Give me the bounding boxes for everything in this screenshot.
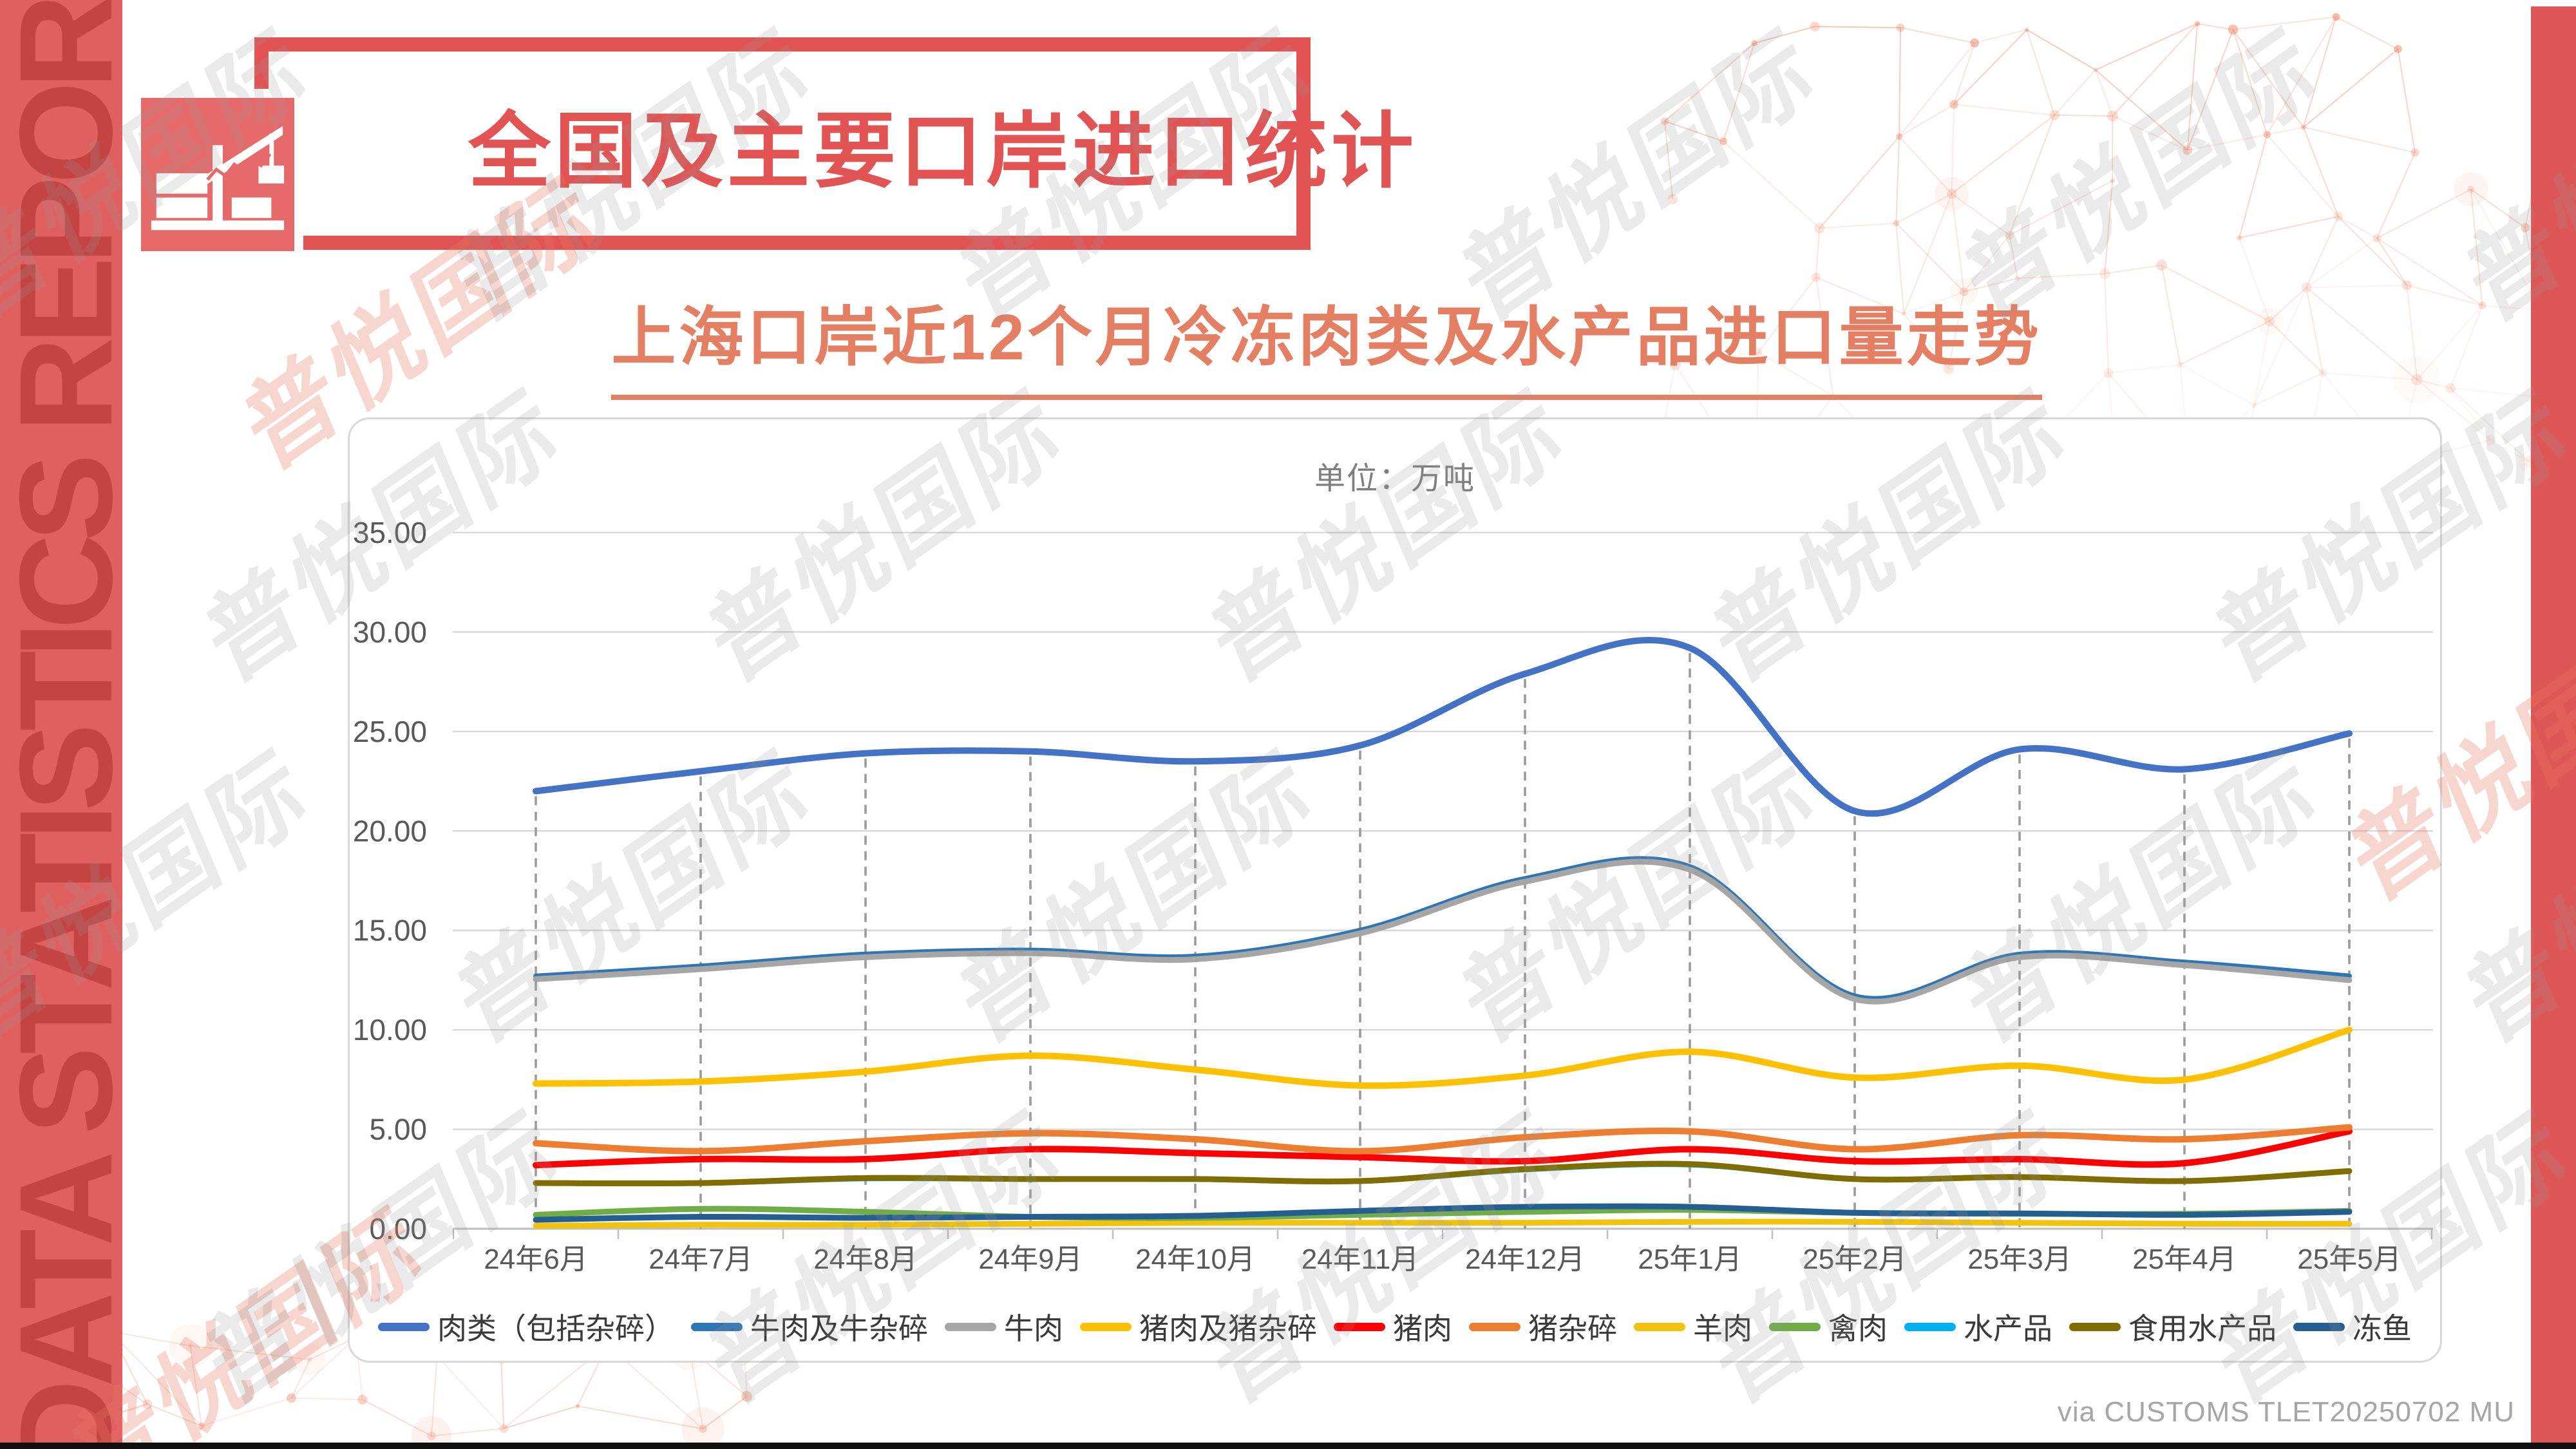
svg-text:0.00: 0.00 (369, 1212, 427, 1245)
svg-text:25.00: 25.00 (353, 715, 427, 748)
svg-text:24年10月: 24年10月 (1135, 1244, 1255, 1275)
legend-swatch (1334, 1322, 1385, 1331)
legend-item: 肉类（包括杂碎） (378, 1305, 674, 1348)
legend-swatch (945, 1322, 996, 1331)
legend-item: 牛肉及牛杂碎 (691, 1305, 928, 1348)
legend-item: 冻鱼 (2293, 1305, 2412, 1348)
legend-label: 肉类（包括杂碎） (437, 1312, 674, 1345)
legend-label: 冻鱼 (2353, 1312, 2412, 1345)
svg-text:24年6月: 24年6月 (484, 1244, 587, 1275)
svg-text:35.00: 35.00 (353, 516, 427, 549)
legend-swatch (1769, 1322, 1821, 1331)
svg-text:25年1月: 25年1月 (1638, 1244, 1741, 1275)
svg-text:30.00: 30.00 (353, 615, 427, 649)
legend-swatch (1634, 1322, 1685, 1331)
svg-text:25年3月: 25年3月 (1967, 1244, 2071, 1275)
svg-text:25年4月: 25年4月 (2132, 1244, 2236, 1275)
legend-label: 牛肉 (1004, 1312, 1063, 1345)
svg-text:24年9月: 24年9月 (978, 1244, 1082, 1275)
legend-swatch (2069, 1322, 2121, 1331)
series-羊肉 (533, 1218, 2353, 1229)
legend-label: 羊肉 (1693, 1312, 1752, 1345)
legend-label: 水产品 (1964, 1312, 2052, 1345)
legend-swatch (1080, 1322, 1132, 1331)
series-牛肉 (533, 858, 2353, 1005)
series-猪肉及猪杂碎 (533, 1027, 2353, 1089)
line-chart: 0.00 5.00 10.00 15.00 20.00 25.00 30.00 35.00 24… (353, 516, 2433, 1275)
legend-swatch (1469, 1322, 1520, 1331)
svg-text:15.00: 15.00 (353, 914, 427, 947)
svg-text:24年8月: 24年8月 (813, 1244, 917, 1275)
series-猪肉 (533, 1128, 2353, 1169)
section-title: 上海口岸近12个月冷冻肉类及水产品进口量走势 (611, 285, 2042, 400)
chart-panel: 单位：万吨 0.00 5.00 10.00 15.00 20.00 25.00 30.00 3… (348, 417, 2442, 1363)
legend-label: 猪肉 (1393, 1312, 1452, 1345)
svg-text:24年7月: 24年7月 (649, 1244, 752, 1275)
legend-item: 水产品 (1904, 1305, 2052, 1348)
legend-label: 禽肉 (1828, 1312, 1888, 1345)
source-caption: via CUSTOMS TLET20250702 MU (2057, 1396, 2515, 1428)
legend-swatch (691, 1322, 743, 1331)
legend-swatch (378, 1322, 430, 1331)
legend-item: 羊肉 (1634, 1305, 1752, 1348)
svg-text:24年12月: 24年12月 (1465, 1244, 1585, 1275)
svg-text:10.00: 10.00 (353, 1013, 427, 1046)
svg-text:25年2月: 25年2月 (1803, 1244, 1906, 1275)
section-title-wrap: 上海口岸近12个月冷冻肉类及水产品进口量走势 (122, 285, 2531, 400)
legend-item: 食用水产品 (2069, 1305, 2277, 1348)
svg-text:5.00: 5.00 (369, 1113, 427, 1146)
sidebar-vertical-title: DATA STATISTICS REPORT (0, 0, 122, 1449)
legend-item: 猪杂碎 (1469, 1305, 1617, 1348)
svg-text:24年11月: 24年11月 (1302, 1244, 1419, 1275)
legend-label: 食用水产品 (2128, 1312, 2277, 1345)
series-冻鱼 (533, 1203, 2353, 1223)
legend-label: 猪肉及猪杂碎 (1139, 1312, 1317, 1345)
series-猪杂碎 (533, 1124, 2353, 1155)
legend-label: 牛肉及牛杂碎 (750, 1312, 928, 1345)
bottom-accent-bar (0, 1443, 2576, 1449)
sidebar: DATA STATISTICS REPORT (0, 0, 122, 1449)
page-title: 全国及主要口岸进口统计 (468, 105, 1418, 198)
legend-label: 猪杂碎 (1528, 1312, 1617, 1345)
legend-item: 猪肉及猪杂碎 (1080, 1305, 1317, 1348)
legend-item: 牛肉 (945, 1305, 1063, 1348)
series-食用水产品 (533, 1160, 2353, 1187)
header: 全国及主要口岸进口统计 (254, 37, 1414, 250)
right-accent-strip (2531, 6, 2576, 1444)
legend-swatch (1904, 1322, 1956, 1331)
chart-legend: 肉类（包括杂碎） 牛肉及牛杂碎 牛肉 猪肉及猪杂碎 猪肉 猪杂碎 羊肉 禽肉 水产品 食用水产品 冻… (350, 1305, 2440, 1348)
port-crane-icon (132, 89, 303, 260)
series-牛肉及牛杂碎 (533, 856, 2352, 1001)
series-肉类（包括杂碎） (533, 636, 2353, 817)
legend-swatch (2293, 1322, 2345, 1331)
legend-item: 禽肉 (1769, 1305, 1888, 1348)
svg-text:20.00: 20.00 (353, 814, 427, 848)
chart-unit-label: 单位：万吨 (1314, 462, 1475, 496)
legend-item: 猪肉 (1334, 1305, 1452, 1348)
svg-text:25年5月: 25年5月 (2297, 1244, 2401, 1275)
